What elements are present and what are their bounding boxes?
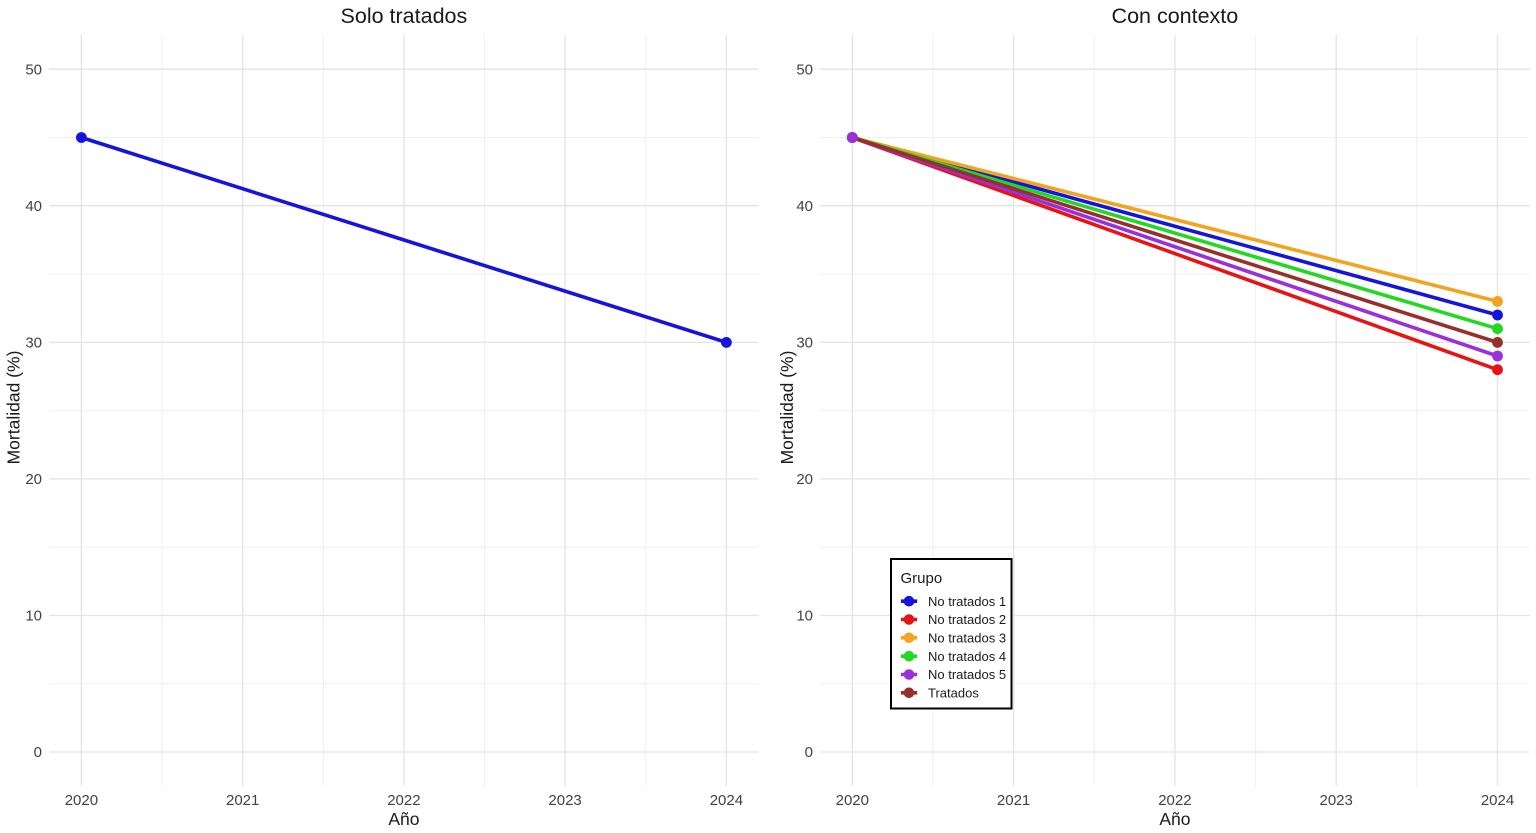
svg-text:Año: Año [1159, 809, 1190, 829]
svg-text:Solo tratados: Solo tratados [341, 4, 468, 28]
svg-text:40: 40 [25, 198, 42, 215]
svg-text:10: 10 [25, 608, 42, 625]
svg-text:0: 0 [34, 744, 42, 761]
svg-text:Grupo: Grupo [901, 570, 943, 587]
svg-text:40: 40 [796, 198, 813, 215]
svg-text:50: 50 [796, 62, 813, 79]
svg-text:30: 30 [796, 335, 813, 352]
svg-text:2023: 2023 [1320, 792, 1353, 809]
svg-text:No tratados 5: No tratados 5 [928, 667, 1006, 682]
svg-text:No tratados 1: No tratados 1 [928, 594, 1006, 609]
svg-text:Año: Año [388, 809, 419, 829]
svg-text:2024: 2024 [1481, 792, 1514, 809]
svg-text:2020: 2020 [836, 792, 869, 809]
svg-text:2022: 2022 [1158, 792, 1191, 809]
svg-text:30: 30 [25, 335, 42, 352]
svg-text:2021: 2021 [997, 792, 1030, 809]
svg-text:Mortalidad (%): Mortalidad (%) [777, 351, 797, 465]
svg-text:10: 10 [796, 608, 813, 625]
svg-text:No tratados 2: No tratados 2 [928, 612, 1006, 627]
svg-text:2024: 2024 [710, 792, 743, 809]
svg-text:50: 50 [25, 62, 42, 79]
svg-text:Tratados: Tratados [928, 686, 979, 701]
svg-text:20: 20 [25, 471, 42, 488]
svg-text:Mortalidad (%): Mortalidad (%) [3, 351, 23, 465]
svg-text:No tratados 4: No tratados 4 [928, 649, 1006, 664]
svg-text:2020: 2020 [65, 792, 98, 809]
svg-text:Con contexto: Con contexto [1112, 4, 1239, 28]
svg-text:0: 0 [805, 744, 813, 761]
svg-text:2021: 2021 [226, 792, 259, 809]
svg-text:20: 20 [796, 471, 813, 488]
svg-text:2023: 2023 [548, 792, 581, 809]
svg-text:2022: 2022 [387, 792, 420, 809]
svg-text:No tratados 3: No tratados 3 [928, 631, 1006, 646]
